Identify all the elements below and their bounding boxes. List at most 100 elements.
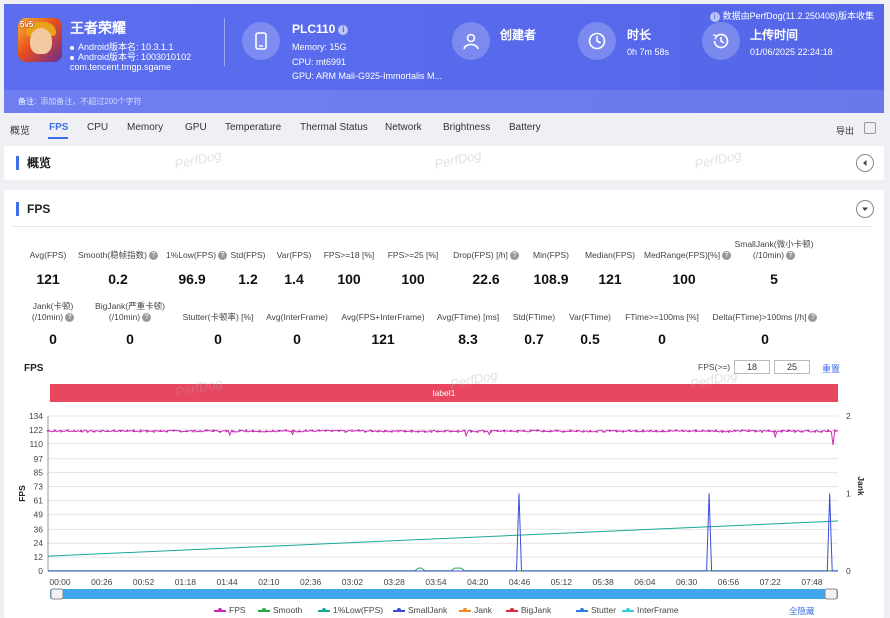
fps-point: [258, 430, 261, 433]
fps-threshold-1-input[interactable]: [734, 360, 770, 374]
fps-point: [820, 430, 823, 433]
note-input[interactable]: 添加备注，不超过200个字符: [40, 97, 142, 106]
fps-point: [503, 430, 506, 433]
fps-point: [708, 429, 711, 432]
legend-item[interactable]: InterFrame: [622, 605, 679, 615]
legend-swatch: [622, 607, 634, 612]
expand-overview-button[interactable]: [856, 154, 874, 172]
tab-fps[interactable]: FPS: [49, 122, 69, 133]
clock-icon: [578, 22, 616, 60]
note-label: 备注:: [18, 97, 37, 106]
x-tick-label: 03:02: [342, 577, 364, 587]
divider: [12, 226, 872, 227]
tab-cpu[interactable]: CPU: [87, 122, 109, 133]
tab-memory[interactable]: Memory: [127, 122, 164, 133]
fps-point: [417, 430, 420, 433]
legend-item[interactable]: Stutter: [576, 605, 616, 615]
label-band[interactable]: label1: [50, 384, 838, 402]
fps-point: [146, 430, 149, 433]
y-axis-title: FPS: [17, 485, 27, 502]
fps-point: [701, 429, 704, 432]
fps-point: [569, 429, 572, 432]
duration-title: 时长: [627, 28, 652, 42]
stat-smooth: Smooth(稳帧指数)? 0.2: [78, 250, 158, 287]
collapse-icon[interactable]: [864, 122, 876, 134]
export-button[interactable]: 导出: [835, 126, 854, 136]
tab-gpu[interactable]: GPU: [185, 122, 207, 133]
stat-std-ftime: Std(FTime) 0.7: [512, 312, 556, 347]
range-slider-left-handle[interactable]: [50, 588, 64, 600]
fps-point: [212, 429, 215, 432]
stat-jank: Jank(卡顿) (/10min)? 0: [31, 301, 75, 347]
stat-avg-ftime: Avg(FTime) [ms] 8.3: [436, 312, 500, 347]
legend-swatch: [318, 607, 330, 612]
legend-swatch: [214, 607, 226, 612]
range-slider-right-handle[interactable]: [824, 588, 838, 600]
legend-item[interactable]: SmallJank: [393, 605, 447, 615]
tab-thermal-status[interactable]: Thermal Status: [300, 122, 368, 133]
fps-point: [476, 430, 479, 433]
fps-point: [46, 429, 50, 432]
device-name: PLC110 i: [292, 22, 349, 36]
fps-point: [800, 430, 803, 433]
range-slider-track[interactable]: [50, 589, 838, 599]
legend-item[interactable]: FPS: [214, 605, 246, 615]
fps-point: [317, 429, 321, 432]
note-bar[interactable]: 备注: 添加备注，不超过200个字符: [4, 90, 884, 113]
fps-point: [132, 429, 135, 432]
stat-var-ftime: Var(FTime) 0.5: [568, 312, 612, 347]
stat-medrange-fps: MedRange(FPS)[%]? 100: [644, 250, 732, 287]
fps-point: [172, 429, 175, 432]
fps-point: [390, 430, 393, 433]
legend-label: Smooth: [273, 605, 303, 615]
legend-item[interactable]: Smooth: [258, 605, 302, 615]
fps-point: [489, 430, 492, 433]
x-tick-label: 06:04: [634, 577, 656, 587]
tab-overview[interactable]: 概览: [10, 126, 30, 137]
fps-point: [357, 429, 360, 432]
fps-point: [760, 430, 764, 433]
fps-point: [833, 429, 836, 432]
fps-point: [139, 429, 142, 432]
fps-threshold-2-input[interactable]: [774, 360, 810, 374]
fps-point: [827, 429, 830, 432]
overview-title: 概览: [16, 156, 51, 170]
stat-median-fps: Median(FPS) 121: [584, 250, 636, 287]
y2-tick-label: 1: [846, 489, 851, 499]
help-icon: ?: [509, 251, 519, 261]
x-tick-label: 02:10: [258, 577, 280, 587]
help-icon: ?: [65, 313, 75, 323]
fps-point: [681, 429, 684, 432]
fps-point: [655, 429, 658, 432]
fps-point: [648, 430, 651, 433]
fps-point: [450, 430, 453, 433]
fps-point: [113, 429, 116, 432]
collapse-fps-button[interactable]: [856, 200, 874, 218]
y2-tick-label: 0: [846, 566, 851, 576]
fps-point: [668, 429, 671, 432]
stat-avg-interframe: Avg(InterFrame) 0: [266, 312, 328, 347]
fps-point: [337, 429, 340, 432]
overview-panel: 概览 PerfDog PerfDog PerfDog: [4, 146, 884, 180]
hide-all-button[interactable]: 全隐藏: [789, 606, 815, 616]
legend-item[interactable]: BigJank: [506, 605, 551, 615]
tab-temperature[interactable]: Temperature: [225, 122, 282, 133]
legend-item[interactable]: Jank: [459, 605, 492, 615]
fps-point: [324, 429, 327, 432]
tab-brightness[interactable]: Brightness: [443, 122, 491, 133]
legend-item[interactable]: 1%Low(FPS): [318, 605, 383, 615]
series-small-jank-line: [48, 493, 838, 572]
tab-battery[interactable]: Battery: [509, 122, 541, 133]
reset-button[interactable]: 重置: [822, 364, 841, 374]
fps-point: [278, 429, 281, 432]
fps-point: [516, 430, 519, 433]
fps-point: [694, 429, 698, 432]
legend-swatch: [459, 607, 471, 612]
stat-stutter: Stutter(卡顿率) [%] 0: [182, 312, 254, 347]
fps-point: [602, 430, 605, 433]
fps-point: [152, 430, 155, 433]
x-tick-label: 04:20: [467, 577, 489, 587]
x-tick-label: 05:12: [551, 577, 573, 587]
tab-network[interactable]: Network: [385, 122, 422, 133]
fps-point: [436, 430, 440, 433]
